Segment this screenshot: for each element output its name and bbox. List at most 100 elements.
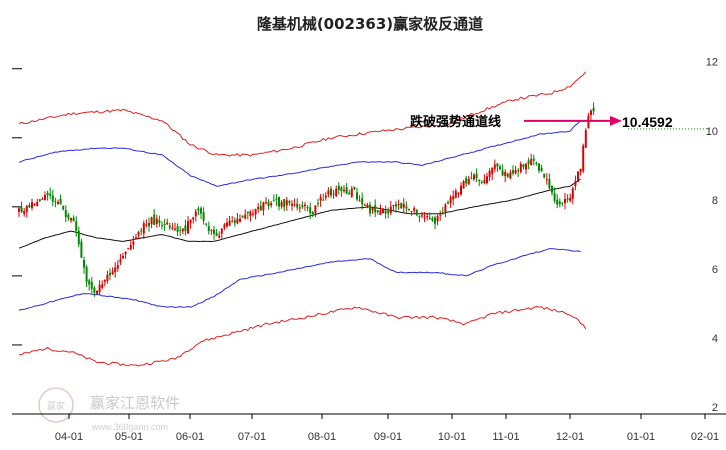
candle-body: [75, 221, 78, 231]
candle-body: [441, 212, 444, 214]
candle-body: [80, 241, 83, 258]
candle-body: [23, 210, 26, 215]
candle: [51, 189, 54, 207]
candle-body: [285, 200, 288, 206]
candle-body: [137, 232, 140, 236]
candle-body: [194, 211, 197, 217]
candle-body: [496, 163, 499, 167]
candle-body: [161, 225, 163, 227]
candle-body: [519, 163, 522, 173]
x-tick-label: 05-01: [115, 431, 143, 443]
candle: [176, 223, 179, 237]
annotation: 跌破强势通道线 10.4592: [410, 114, 712, 130]
candle-body: [288, 201, 291, 203]
candle-body: [569, 197, 572, 201]
candle: [158, 215, 161, 227]
candle: [366, 202, 369, 209]
candle-body: [558, 201, 561, 205]
candle: [88, 278, 91, 291]
x-tick-label: 02-01: [691, 431, 719, 443]
candle-body: [389, 206, 392, 214]
candle-body: [434, 217, 436, 224]
candle: [257, 202, 260, 213]
candle-body: [400, 202, 403, 209]
candle: [462, 179, 465, 189]
candle-body: [369, 204, 371, 214]
inner-upper-channel-line: [18, 120, 581, 187]
candle-body: [361, 198, 364, 205]
candle: [548, 173, 551, 191]
candle-body: [584, 130, 587, 148]
candle-body: [319, 197, 322, 201]
candle: [142, 220, 145, 239]
candle: [64, 205, 67, 223]
candle-body: [517, 170, 520, 172]
channel-lines: [18, 71, 587, 367]
y-tick-label: 12: [706, 57, 718, 69]
candle-body: [522, 164, 525, 168]
candle: [140, 227, 143, 236]
candle-body: [397, 204, 400, 206]
candle-body: [140, 230, 143, 232]
candle-body: [571, 188, 574, 199]
candle: [122, 252, 124, 259]
candle-body: [366, 204, 369, 208]
candle: [428, 212, 431, 220]
candle-body: [301, 205, 304, 208]
candle: [239, 214, 241, 223]
candle: [457, 192, 460, 198]
candle-body: [111, 271, 114, 275]
candle: [304, 202, 306, 211]
candle: [210, 229, 213, 235]
candle-body: [283, 199, 286, 208]
candle-body: [590, 110, 592, 115]
candle: [33, 203, 36, 207]
candle-body: [88, 280, 91, 285]
candle-body: [488, 170, 491, 177]
candle: [137, 230, 140, 239]
candle-body: [330, 188, 332, 196]
candle: [293, 198, 296, 207]
candle: [558, 198, 561, 208]
candle: [564, 192, 566, 210]
candle: [324, 192, 327, 201]
candle: [454, 188, 457, 199]
candle-body: [106, 274, 109, 282]
candle: [478, 179, 481, 187]
candle-body: [215, 232, 218, 237]
candle: [306, 205, 309, 212]
candle: [187, 216, 189, 234]
candle-body: [174, 228, 176, 230]
candle: [244, 209, 247, 220]
candle-body: [304, 204, 306, 207]
candle: [54, 197, 57, 208]
candle: [374, 199, 377, 218]
candle-body: [423, 217, 426, 219]
candle-body: [158, 220, 161, 224]
candle-body: [504, 171, 507, 177]
candle: [103, 279, 106, 287]
x-tick-label: 10-01: [438, 431, 466, 443]
outer-upper-channel-line: [18, 71, 587, 157]
candle: [106, 270, 109, 284]
candle: [340, 186, 343, 197]
candle: [436, 214, 439, 226]
y-tick-label: 2: [712, 402, 718, 414]
x-tick-label: 11-01: [492, 431, 519, 443]
candle-body: [577, 171, 579, 182]
candle-body: [473, 174, 475, 180]
candle: [363, 203, 366, 206]
candle-body: [475, 173, 478, 178]
candle-body: [327, 190, 330, 195]
candle-body: [62, 205, 65, 210]
candle: [353, 186, 356, 191]
candle: [278, 196, 280, 211]
candle-body: [252, 213, 254, 215]
candle-body: [491, 167, 494, 174]
candle-body: [545, 179, 548, 181]
y-tick-label: 6: [712, 264, 718, 276]
candle-body: [129, 245, 132, 250]
candle-body: [272, 200, 275, 202]
candle-body: [98, 284, 101, 293]
candle: [538, 163, 540, 174]
